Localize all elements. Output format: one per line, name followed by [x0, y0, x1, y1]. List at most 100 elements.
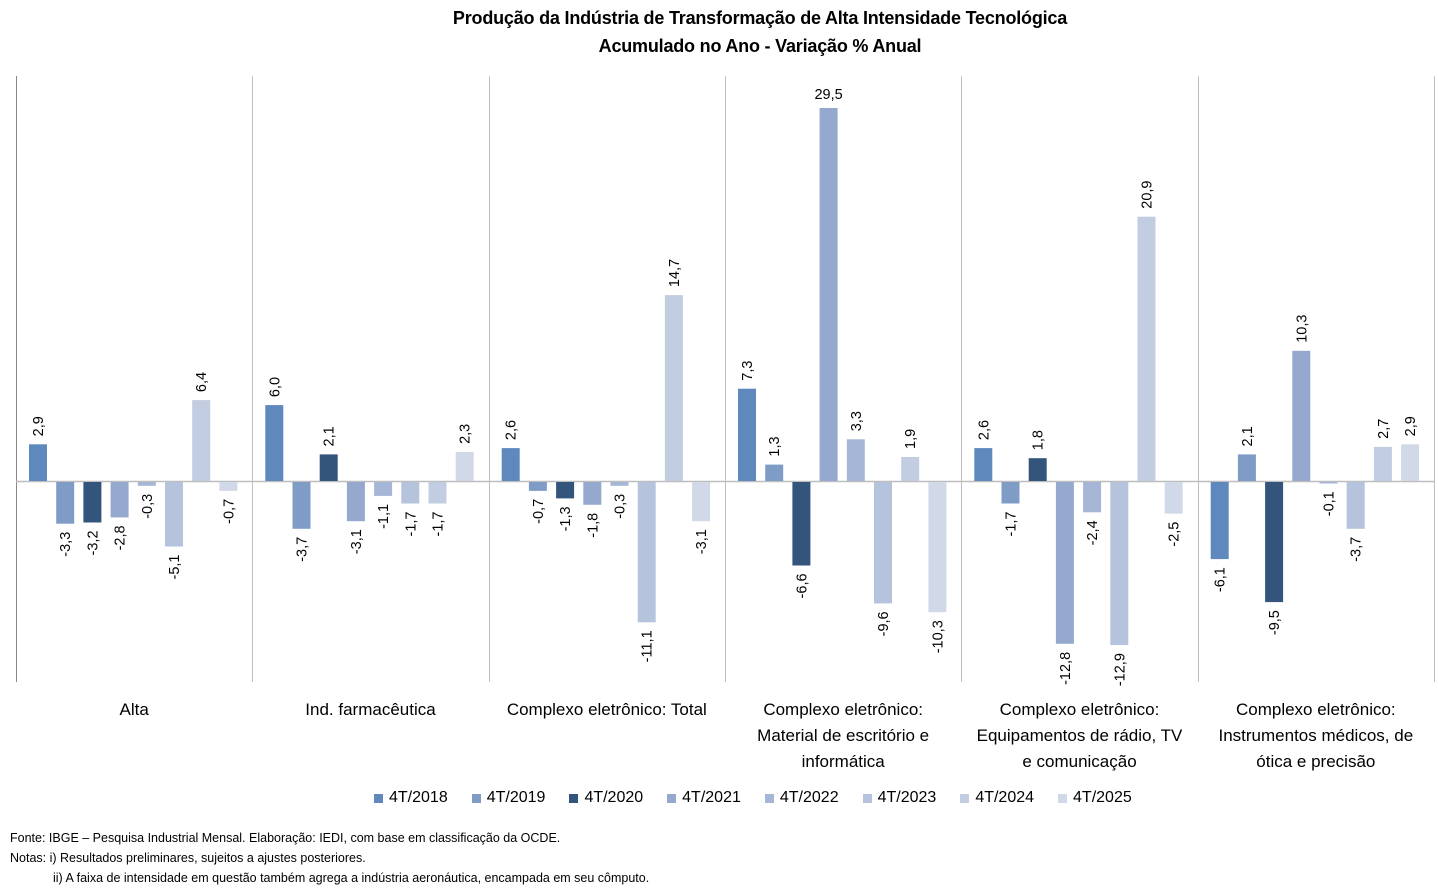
data-label: 29,5: [814, 87, 842, 103]
bar: [792, 482, 811, 566]
data-label: -2,8: [113, 525, 129, 550]
legend-label: 4T/2019: [486, 789, 546, 806]
legend-item: 4T/2019: [471, 789, 546, 807]
bar: [1210, 482, 1229, 560]
bar: [110, 482, 129, 518]
data-label: 2,6: [976, 420, 992, 440]
bar: [428, 482, 447, 504]
bar: [1164, 482, 1183, 514]
data-label: -1,1: [376, 504, 392, 529]
data-label: -6,6: [794, 573, 810, 598]
bar: [1373, 446, 1392, 481]
legend-label: 4T/2021: [682, 789, 741, 806]
category-label: Instrumentos médicos, de: [1219, 726, 1414, 745]
data-label: -1,7: [1004, 511, 1020, 536]
bar: [1137, 216, 1156, 481]
bar: [1401, 444, 1420, 481]
bar: [974, 448, 993, 481]
data-label: -0,7: [221, 499, 237, 524]
data-label: -12,9: [1112, 653, 1128, 686]
data-label: -3,3: [58, 532, 74, 557]
bar: [901, 457, 920, 481]
bar: [637, 482, 656, 623]
category-label: Complexo eletrônico:: [1000, 700, 1160, 719]
bar: [137, 482, 156, 486]
legend-swatch: [764, 793, 774, 803]
bar: [346, 482, 365, 522]
legend-swatch: [960, 793, 970, 803]
bar: [1083, 482, 1102, 513]
data-label: 14,7: [667, 259, 683, 287]
bar: [846, 439, 865, 481]
bar: [374, 482, 393, 496]
bar: [765, 464, 784, 481]
category-label: Complexo eletrônico: Total: [507, 700, 707, 719]
bar: [1001, 482, 1020, 504]
data-label: 1,8: [1031, 430, 1047, 450]
data-label: -1,7: [403, 511, 419, 536]
data-label: 2,9: [1403, 416, 1419, 436]
bar: [928, 482, 947, 613]
data-label: -1,7: [431, 511, 447, 536]
bar: [692, 482, 711, 522]
data-label: 10,3: [1294, 315, 1310, 343]
bar: [219, 482, 238, 491]
bar-chart: 2,9 -3,3 -3,2 -2,8 -0,3 -5,1 6,4 -0,7 6,0 -3,7 2,1…: [16, 76, 1435, 771]
data-label: -6,1: [1213, 567, 1229, 592]
data-label: -10,3: [930, 620, 946, 653]
bar: [83, 482, 102, 523]
bar: [738, 388, 756, 481]
data-label: -1,8: [585, 513, 601, 538]
category-label: Equipamentos de rádio, TV: [977, 726, 1183, 745]
chart-legend: 4T/2018 4T/2019 4T/2020 4T/2021 4T/2022 4T/20…: [374, 789, 1156, 807]
data-label: -0,3: [140, 494, 156, 519]
category-label: ótica e precisão: [1256, 752, 1375, 771]
bar: [1292, 350, 1311, 481]
bar: [1028, 458, 1047, 481]
data-label: -0,3: [612, 494, 628, 519]
data-label: 1,3: [767, 436, 783, 456]
data-label: 2,3: [458, 424, 474, 444]
legend-item: 4T/2020: [569, 789, 643, 807]
category-label: Ind. farmacêutica: [305, 700, 436, 719]
data-label: -5,1: [167, 554, 183, 579]
bar: [528, 482, 547, 491]
data-label: 1,9: [903, 429, 919, 449]
bar: [610, 482, 629, 486]
legend-swatch: [471, 793, 481, 803]
chart-title: Produção da Indústria de Transformação d…: [452, 8, 1068, 28]
data-label: 2,6: [504, 420, 520, 440]
legend-item: 4T/2023: [862, 789, 936, 807]
bar: [401, 482, 420, 504]
data-label: -2,5: [1167, 522, 1183, 547]
data-label: 7,3: [740, 361, 756, 381]
category-label: Material de escritório e: [757, 726, 929, 745]
legend-swatch: [862, 793, 872, 803]
legend-swatch: [667, 793, 677, 803]
note-1: Notas: i) Resultados preliminares, sujei…: [10, 851, 366, 865]
chart-subtitle: Acumulado no Ano - Variação % Anual: [598, 36, 922, 56]
data-label: -3,1: [349, 529, 365, 554]
category-label: Complexo eletrônico:: [1236, 700, 1396, 719]
bar: [583, 482, 602, 505]
bar: [319, 454, 338, 481]
data-label: -2,4: [1085, 520, 1101, 545]
legend-label: 4T/2018: [389, 789, 448, 806]
data-label: 2,1: [1240, 426, 1256, 446]
bar: [29, 444, 47, 481]
bar: [556, 482, 575, 499]
bar: [664, 295, 683, 481]
data-label: 3,3: [849, 411, 865, 431]
bar: [874, 482, 892, 604]
legend-label: 4T/2020: [584, 789, 644, 806]
data-label: 2,9: [31, 416, 47, 436]
category-label: Alta: [120, 700, 150, 719]
bar: [292, 482, 311, 529]
legend-swatch: [569, 793, 579, 803]
bar: [56, 482, 75, 524]
bar: [1346, 482, 1365, 529]
category-label: informática: [802, 752, 886, 771]
data-label: 20,9: [1140, 181, 1156, 209]
data-label: 2,7: [1376, 419, 1392, 439]
data-label: 2,1: [322, 426, 338, 446]
